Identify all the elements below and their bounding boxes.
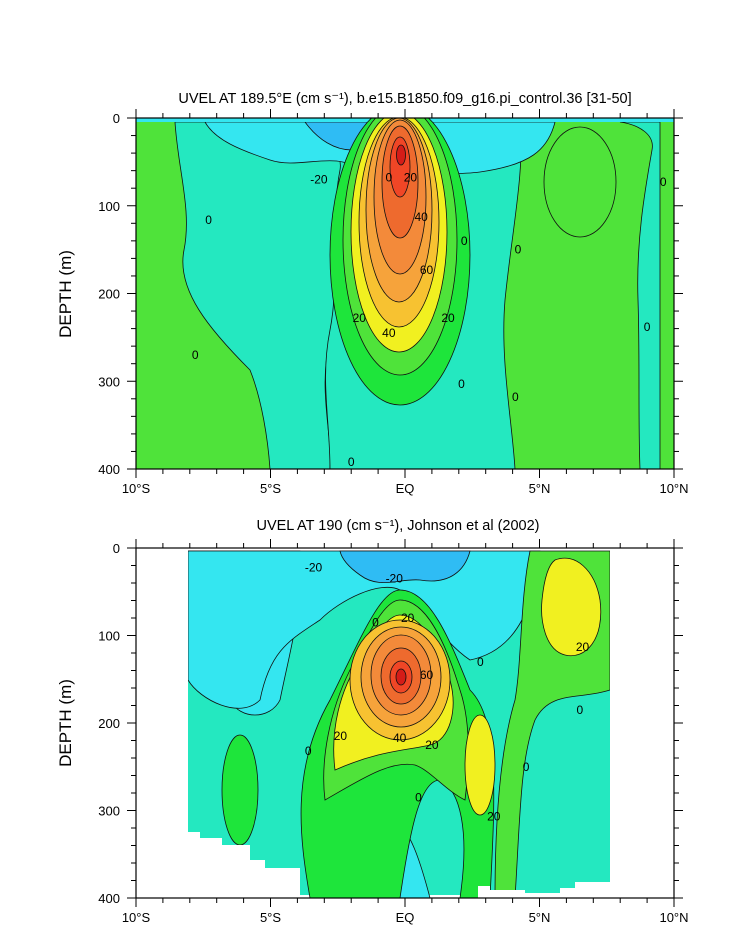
contour-label: 40: [393, 731, 407, 745]
contour-label: 0: [386, 171, 393, 185]
y-tick-label: 300: [98, 804, 120, 819]
contour-label: 0: [461, 234, 468, 248]
contour-label: 0: [477, 655, 484, 669]
x-tick-label: EQ: [396, 910, 415, 925]
obs-jet-core: [395, 668, 407, 686]
obs-nodata-east: [610, 548, 674, 898]
contour-label: 0: [372, 615, 379, 629]
contour-label: -20: [310, 172, 328, 186]
model-y-tick-labels: 0 100 200 300 400: [98, 111, 120, 477]
model-panel-title: UVEL AT 189.5°E (cm s⁻¹), b.e15.B1850.f0…: [178, 91, 631, 107]
contour-label: 20: [425, 738, 439, 752]
model-panel: UVEL AT 189.5°E (cm s⁻¹), b.e15.B1850.f0…: [56, 91, 689, 496]
contour-label: 0: [192, 348, 199, 362]
contour-label: -20: [386, 572, 404, 586]
x-tick-label: 5°S: [260, 910, 281, 925]
observation-panel-title: UVEL AT 190 (cm s⁻¹), Johnson et al (200…: [256, 518, 539, 534]
contour-label: 0: [415, 790, 422, 804]
contour-label: 0: [458, 377, 465, 391]
contour-label: -20: [305, 560, 323, 574]
model-contour-field: [136, 118, 674, 469]
x-tick-label: 5°N: [529, 910, 551, 925]
x-tick-label: 10°S: [122, 481, 151, 496]
contour-label: 20: [353, 311, 367, 325]
y-tick-label: 0: [113, 541, 120, 556]
contour-label: 0: [644, 320, 651, 334]
contour-label: 0: [577, 703, 584, 717]
obs-nodata-bottom-right: [478, 882, 610, 898]
contour-label: 20: [576, 640, 590, 654]
contour-label: 0: [348, 455, 355, 469]
x-tick-label: 5°S: [260, 481, 281, 496]
contour-label: 0: [205, 213, 212, 227]
x-tick-label: 10°S: [122, 910, 151, 925]
contour-label: 20: [487, 810, 501, 824]
y-tick-label: 300: [98, 374, 120, 389]
y-tick-label: 200: [98, 287, 120, 302]
y-tick-label: 400: [98, 462, 120, 477]
obs-nodata-west: [136, 548, 188, 898]
model-jet-core: [396, 144, 406, 166]
contour-label: 0: [512, 390, 519, 404]
x-tick-label: 10°N: [659, 910, 688, 925]
model-x-tick-labels: 10°S 5°S EQ 5°N 10°N: [122, 481, 689, 496]
contour-label: 20: [441, 311, 455, 325]
observation-contour-labels: -20 -20 0 20 60 20 40 20 0 20 0 0 0 0 20: [305, 560, 590, 823]
contour-label: 20: [401, 611, 415, 625]
model-east-blob: [543, 126, 617, 238]
y-tick-label: 0: [113, 111, 120, 126]
observation-panel: UVEL AT 190 (cm s⁻¹), Johnson et al (200…: [56, 518, 689, 925]
y-tick-label: 400: [98, 891, 120, 906]
contour-label: 20: [334, 729, 348, 743]
x-tick-label: 5°N: [529, 481, 551, 496]
contour-label: 0: [305, 744, 312, 758]
contour-label: 40: [414, 210, 428, 224]
obs-band-neg20-neg10: [187, 550, 541, 709]
model-axis-ticks: [127, 109, 683, 478]
obs-nodata-bottom-left: [188, 832, 300, 898]
observation-y-tick-labels: 0 100 200 300 400: [98, 541, 120, 906]
obs-band-neg30-neg20: [339, 550, 471, 583]
model-band-neg10-0-east: [619, 121, 661, 469]
x-tick-label: 10°N: [659, 481, 688, 496]
observation-y-axis-label: DEPTH (m): [56, 679, 75, 767]
observation-axis-ticks: [127, 539, 683, 907]
contour-label: 0: [523, 760, 530, 774]
obs-east-yellow-blob: [541, 557, 602, 657]
contour-label: 40: [382, 326, 396, 340]
contour-label: 60: [420, 263, 434, 277]
y-tick-label: 100: [98, 199, 120, 214]
y-tick-label: 200: [98, 716, 120, 731]
model-contour-labels: -20 0 20 40 60 20 40 20 0 0 0 0 0 0 0 0 0: [192, 171, 667, 469]
contour-label: 0: [660, 175, 667, 189]
contour-label: 20: [404, 171, 418, 185]
y-tick-label: 100: [98, 629, 120, 644]
model-y-axis-label: DEPTH (m): [56, 250, 75, 338]
x-tick-label: EQ: [396, 481, 415, 496]
observation-contour-field: [136, 548, 674, 898]
obs-yellow-side-blob: [464, 714, 496, 816]
contour-label: 0: [515, 243, 522, 257]
contour-label: 60: [420, 668, 434, 682]
obs-west-green-blob: [221, 734, 259, 846]
observation-x-tick-labels: 10°S 5°S EQ 5°N 10°N: [122, 910, 689, 925]
